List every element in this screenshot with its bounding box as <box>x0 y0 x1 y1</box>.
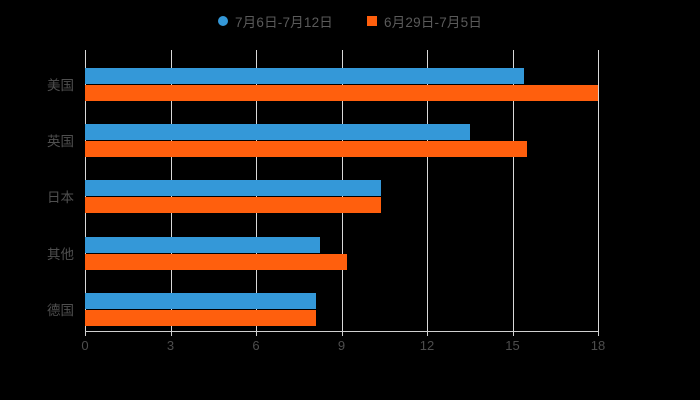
bar[interactable] <box>85 197 382 214</box>
bar[interactable] <box>85 85 598 101</box>
x-tick-label-5: 15 <box>505 338 520 353</box>
y-axis-label-1: 英国 <box>47 134 74 150</box>
x-tick-label-1: 3 <box>166 338 175 353</box>
bar[interactable] <box>85 141 527 158</box>
bar[interactable] <box>85 253 348 270</box>
legend-marker-square-icon <box>367 16 377 26</box>
gridline-x-5 <box>512 50 514 331</box>
x-tick-mark-0 <box>85 331 86 336</box>
bar[interactable] <box>85 124 470 141</box>
bar[interactable] <box>85 292 316 309</box>
x-tick-mark-1 <box>170 331 172 336</box>
chart-legend: 7月6日-7月12日 6月29日-7月5日 <box>0 10 700 32</box>
x-tick-label-0: 0 <box>81 338 89 353</box>
legend-label-series-0: 7月6日-7月12日 <box>234 15 333 30</box>
bar[interactable] <box>85 180 382 197</box>
bar-group <box>85 292 598 326</box>
x-tick-label-3: 9 <box>337 338 346 353</box>
bar-group <box>85 180 598 214</box>
bar[interactable] <box>85 68 524 84</box>
gridline-x-6 <box>598 50 599 331</box>
x-tick-mark-3 <box>341 331 343 336</box>
legend-label-series-1: 6月29日-7月5日 <box>384 15 483 30</box>
x-tick-label-2: 6 <box>252 338 260 353</box>
y-axis-labels: 美国英国日本其他德国 <box>0 0 74 400</box>
y-axis-label-0: 美国 <box>47 78 74 93</box>
gridline-x-4 <box>427 50 428 331</box>
y-axis-label-3: 其他 <box>47 246 74 262</box>
x-tick-mark-6 <box>598 331 599 336</box>
x-tick-mark-2 <box>256 331 257 336</box>
x-tick-label-6: 18 <box>590 338 606 353</box>
y-axis-label-4: 德国 <box>47 302 74 318</box>
bar-group <box>85 68 598 101</box>
legend-item-series-0[interactable]: 7月6日-7月12日 <box>217 10 333 32</box>
legend-item-series-1[interactable]: 6月29日-7月5日 <box>367 10 482 32</box>
x-tick-mark-5 <box>512 331 514 336</box>
bar[interactable] <box>85 309 316 326</box>
plot-area <box>85 50 599 331</box>
bar-group <box>85 236 598 270</box>
legend-marker-circle-icon <box>217 16 228 26</box>
x-tick-label-4: 12 <box>419 338 435 353</box>
bar-group <box>85 124 598 158</box>
x-tick-mark-4 <box>427 331 428 336</box>
bar[interactable] <box>85 236 321 253</box>
y-axis-label-2: 日本 <box>47 190 74 206</box>
